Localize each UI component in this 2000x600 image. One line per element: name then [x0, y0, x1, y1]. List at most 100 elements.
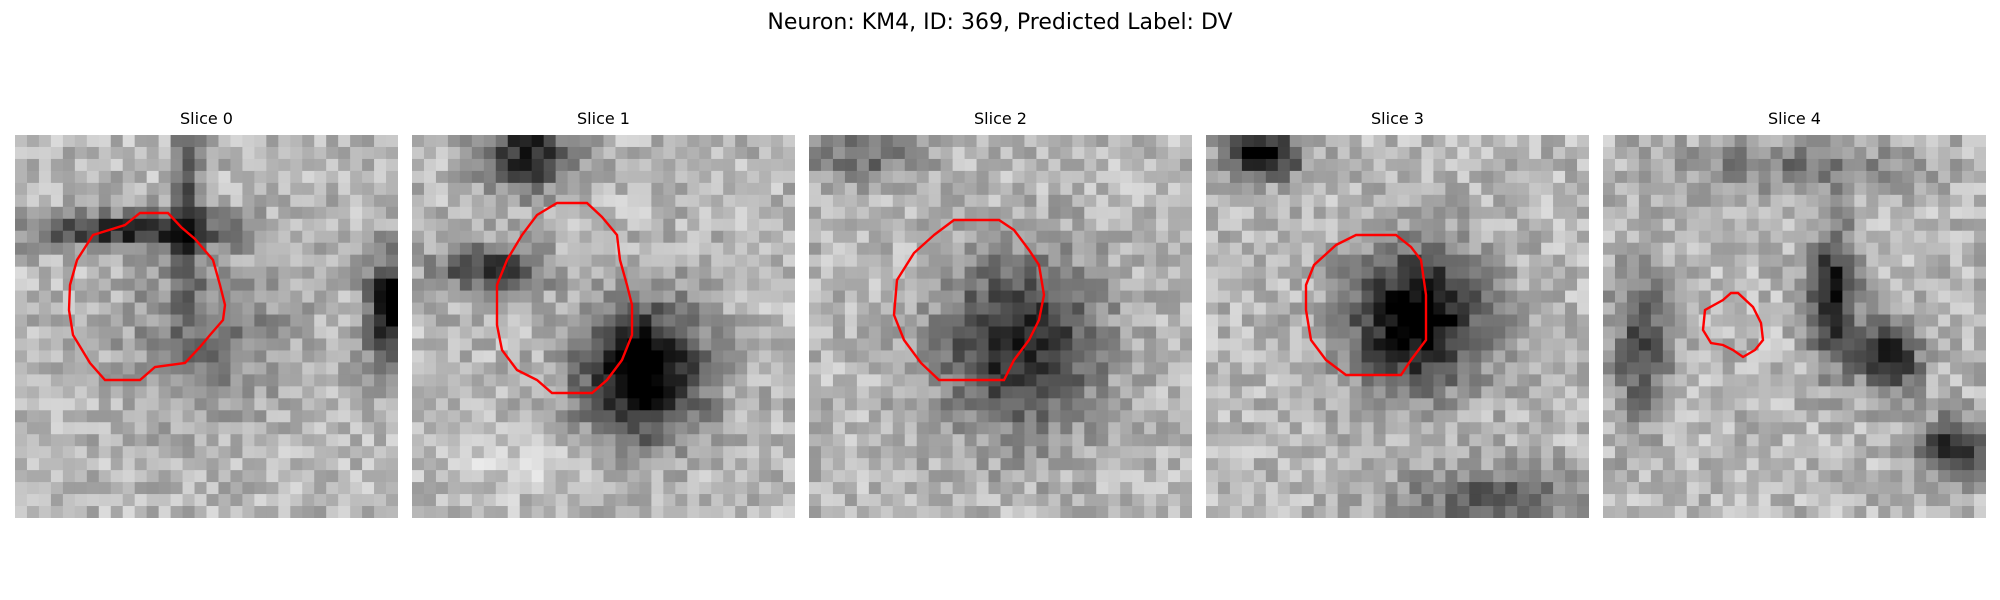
pixel [1265, 206, 1279, 220]
pixel [1818, 386, 1832, 399]
pixel [1096, 266, 1109, 280]
pixel [699, 170, 712, 184]
pixel [1217, 338, 1231, 352]
pixel [1541, 182, 1554, 196]
pixel [1577, 458, 1589, 471]
pixel [26, 146, 40, 160]
pixel [759, 482, 772, 495]
pixel [110, 290, 124, 304]
pixel [1084, 422, 1097, 435]
pixel [386, 218, 398, 232]
pixel [952, 338, 966, 352]
pixel [254, 218, 267, 232]
pixel [1854, 290, 1867, 304]
pixel [459, 230, 473, 244]
pixel [1072, 302, 1085, 316]
pixel [1132, 218, 1145, 232]
pixel [1758, 182, 1772, 196]
pixel [1565, 362, 1578, 375]
pixel [1421, 302, 1435, 316]
pixel [1337, 494, 1351, 507]
pixel [412, 230, 425, 244]
pixel [254, 146, 267, 160]
pixel [1710, 182, 1724, 196]
pixel [278, 135, 291, 148]
pixel [254, 422, 267, 435]
pixel [1445, 422, 1458, 435]
pixel [1553, 230, 1566, 244]
pixel [1541, 374, 1554, 387]
pixel [1962, 338, 1975, 352]
pixel [254, 254, 267, 268]
pixel [1265, 158, 1279, 172]
pixel [1914, 386, 1927, 399]
pixel [50, 314, 64, 328]
pixel [495, 506, 509, 518]
pixel [254, 446, 267, 459]
pixel [1782, 314, 1796, 328]
pixel [1698, 170, 1712, 184]
pixel [627, 386, 641, 399]
pixel [26, 302, 40, 316]
pixel [1313, 422, 1327, 435]
pixel [1854, 194, 1867, 208]
pixel [1758, 206, 1772, 220]
pixel [1517, 135, 1530, 148]
pixel [1325, 446, 1339, 459]
pixel [1445, 135, 1458, 148]
pixel [759, 338, 772, 352]
pixel [86, 314, 100, 328]
pixel [1024, 194, 1038, 208]
pixel [952, 158, 966, 172]
pixel [1241, 182, 1255, 196]
pixel [543, 302, 557, 316]
pixel [1385, 314, 1399, 328]
pixel [603, 398, 617, 411]
pixel [1505, 206, 1518, 220]
pixel [447, 266, 461, 280]
pixel [1385, 398, 1399, 411]
pixel [1529, 182, 1542, 196]
pixel [1180, 170, 1192, 184]
pixel [1457, 458, 1470, 471]
pixel [218, 158, 232, 172]
pixel [1626, 374, 1640, 387]
pixel [1734, 254, 1748, 268]
pixel [1650, 158, 1664, 172]
pixel [567, 350, 581, 364]
pixel [1253, 135, 1267, 148]
pixel [1878, 362, 1891, 375]
pixel [699, 458, 712, 471]
pixel [278, 182, 291, 196]
pixel [1072, 338, 1085, 352]
pixel [1301, 494, 1315, 507]
pixel [74, 194, 88, 208]
pixel [170, 326, 184, 340]
pixel [1132, 434, 1145, 447]
pixel [1120, 278, 1133, 292]
pixel [711, 446, 724, 459]
pixel [844, 278, 858, 292]
pixel [1036, 410, 1049, 423]
pixel [302, 146, 315, 160]
pixel [1541, 398, 1554, 411]
pixel [699, 146, 712, 160]
pixel [495, 362, 509, 375]
pixel [1206, 242, 1219, 256]
pixel [1565, 194, 1578, 208]
pixel [880, 314, 894, 328]
pixel [1950, 194, 1963, 208]
pixel [639, 434, 652, 447]
pixel [940, 135, 954, 148]
pixel [1289, 242, 1303, 256]
pixel [1770, 182, 1784, 196]
pixel [1325, 434, 1339, 447]
pixel [38, 494, 52, 507]
pixel [471, 278, 485, 292]
pixel [1361, 146, 1375, 160]
pixel [1577, 170, 1589, 184]
pixel [1710, 135, 1724, 148]
pixel [711, 506, 724, 518]
pixel [1385, 266, 1399, 280]
pixel [1241, 326, 1255, 340]
